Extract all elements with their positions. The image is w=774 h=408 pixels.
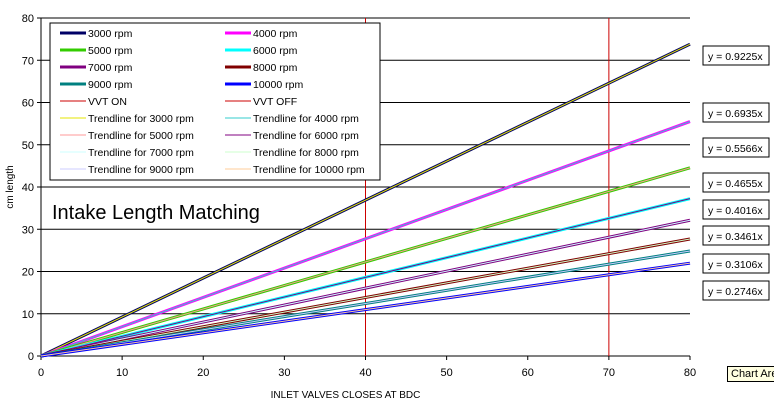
- y-tick-label-50: 50: [22, 140, 34, 152]
- legend-label-7: 10000 rpm: [253, 79, 303, 91]
- y-tick-label-60: 60: [22, 98, 34, 110]
- y-tick-label-70: 70: [22, 55, 34, 67]
- y-tick-label-30: 30: [22, 224, 34, 236]
- legend-label-15: Trendline for 8000 rpm: [253, 147, 359, 159]
- equation-label-2: y = 0.5566x: [708, 143, 763, 155]
- legend-label-0: 3000 rpm: [88, 28, 133, 40]
- equation-label-7: y = 0.2746x: [708, 286, 763, 298]
- legend-box: [49, 22, 381, 181]
- legend-label-2: 5000 rpm: [88, 45, 133, 57]
- x-tick-label-30: 30: [278, 367, 290, 379]
- trendline-8000-rpm: [40, 238, 691, 357]
- equation-label-6: y = 0.3106x: [708, 259, 763, 271]
- equation-label-1: y = 0.6935x: [708, 108, 763, 120]
- equation-label-4: y = 0.4016x: [708, 205, 763, 217]
- trendline-7000-rpm: [40, 219, 691, 357]
- legend-label-14: Trendline for 7000 rpm: [88, 147, 194, 159]
- equation-box-6: [702, 253, 770, 274]
- trendline-9000-rpm: [40, 250, 691, 357]
- x-tick-label-0: 0: [38, 367, 44, 379]
- x-tick-label-60: 60: [522, 367, 534, 379]
- x-tick-label-10: 10: [116, 367, 128, 379]
- equation-label-0: y = 0.9225x: [708, 51, 763, 63]
- equation-box-1: [702, 102, 770, 123]
- legend-label-10: Trendline for 3000 rpm: [88, 113, 194, 125]
- equation-label-3: y = 0.4655x: [708, 178, 763, 190]
- legend-label-12: Trendline for 5000 rpm: [88, 130, 194, 142]
- y-tick-label-10: 10: [22, 309, 34, 321]
- legend-label-8: VVT ON: [88, 96, 127, 108]
- x-tick-label-70: 70: [603, 367, 615, 379]
- y-tick-label-80: 80: [22, 13, 34, 25]
- legend-label-17: Trendline for 10000 rpm: [253, 164, 365, 176]
- trendline-4000-rpm: [40, 121, 691, 357]
- equation-box-2: [702, 137, 770, 158]
- chart-area-tooltip: Chart Area: [727, 366, 774, 382]
- legend-label-3: 6000 rpm: [253, 45, 298, 57]
- x-axis-label: INLET VALVES CLOSES AT BDC: [271, 390, 421, 401]
- trendline-10000-rpm: [40, 262, 691, 357]
- y-tick-label-20: 20: [22, 267, 34, 279]
- equation-box-4: [702, 199, 770, 220]
- equation-label-5: y = 0.3461x: [708, 231, 763, 243]
- legend-label-1: 4000 rpm: [253, 28, 298, 40]
- x-tick-label-50: 50: [441, 367, 453, 379]
- x-tick-label-80: 80: [684, 367, 696, 379]
- x-tick-label-40: 40: [359, 367, 371, 379]
- legend-label-6: 9000 rpm: [88, 79, 133, 91]
- y-tick-label-40: 40: [22, 182, 34, 194]
- legend-label-5: 8000 rpm: [253, 62, 298, 74]
- legend-label-13: Trendline for 6000 rpm: [253, 130, 359, 142]
- x-tick-label-20: 20: [197, 367, 209, 379]
- y-axis-label: cm length: [5, 165, 16, 208]
- equation-box-7: [702, 280, 770, 301]
- chart-title: Intake Length Matching: [52, 202, 260, 224]
- y-tick-label-0: 0: [28, 351, 34, 363]
- trendline-6000-rpm: [40, 198, 691, 357]
- trendline-5000-rpm: [40, 167, 691, 357]
- legend-label-4: 7000 rpm: [88, 62, 133, 74]
- trendline-3000-rpm: [40, 43, 691, 357]
- legend-label-11: Trendline for 4000 rpm: [253, 113, 359, 125]
- legend-label-16: Trendline for 9000 rpm: [88, 164, 194, 176]
- equation-box-5: [702, 225, 770, 246]
- equation-box-0: [702, 45, 770, 66]
- equation-box-3: [702, 172, 770, 193]
- legend-label-9: VVT OFF: [253, 96, 297, 108]
